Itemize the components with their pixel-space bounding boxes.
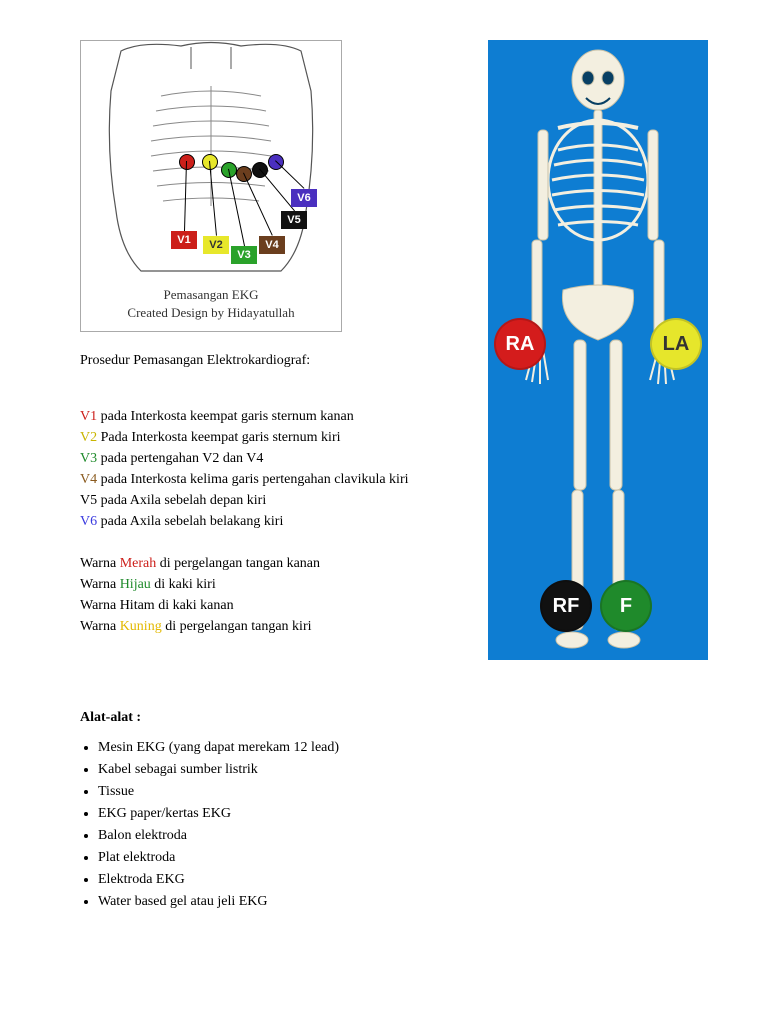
tools-section: Alat-alat : Mesin EKG (yang dapat mereka… xyxy=(80,710,708,910)
chest-label-v6: V6 xyxy=(291,189,317,207)
tool-item: Plat elektroda xyxy=(98,850,708,866)
chest-ekg-diagram: V1 V2V3V4 V5 V6 Pemasangan EKG Created Desi… xyxy=(80,40,342,332)
chest-label-v5: V5 xyxy=(281,211,307,229)
limb-electrode-f: F xyxy=(600,580,652,632)
chest-label-v4: V4 xyxy=(259,236,285,254)
limb-color-description: Warna Kuning di pergelangan tangan kiri xyxy=(80,616,448,637)
chest-label-v2: V2 xyxy=(203,236,229,254)
lead-description: V5 pada Axila sebelah depan kiri xyxy=(80,490,448,511)
tool-item: Tissue xyxy=(98,784,708,800)
tool-item: Mesin EKG (yang dapat merekam 12 lead) xyxy=(98,740,708,756)
tool-item: Kabel sebagai sumber listrik xyxy=(98,762,708,778)
tools-list: Mesin EKG (yang dapat merekam 12 lead) Ka… xyxy=(80,740,708,910)
limb-electrode-la: LA xyxy=(650,318,702,370)
chest-label-v3: V3 xyxy=(231,246,257,264)
tool-item: Elektroda EKG xyxy=(98,872,708,888)
limb-color-description: Warna Hitam di kaki kanan xyxy=(80,595,448,616)
limb-electrode-rf: RF xyxy=(540,580,592,632)
tool-item: EKG paper/kertas EKG xyxy=(98,806,708,822)
chest-dot-v1 xyxy=(179,154,195,170)
lead-description: V6 pada Axila sebelah belakang kiri xyxy=(80,511,448,532)
lead-description: V4 pada Interkosta kelima garis pertenga… xyxy=(80,469,448,490)
tools-heading: Alat-alat : xyxy=(80,710,708,726)
lead-description: V2 Pada Interkosta keempat garis sternum… xyxy=(80,427,448,448)
chest-label-v1: V1 xyxy=(171,231,197,249)
procedure-title: Prosedur Pemasangan Elektrokardiograf: xyxy=(80,350,448,371)
diagram-caption-line1: Pemasangan EKG xyxy=(81,287,341,303)
lead-description: V3 pada pertengahan V2 dan V4 xyxy=(80,448,448,469)
procedure-text: Prosedur Pemasangan Elektrokardiograf: V… xyxy=(80,350,448,637)
limb-electrode-ra: RA xyxy=(494,318,546,370)
tool-item: Balon elektroda xyxy=(98,828,708,844)
tool-item: Water based gel atau jeli EKG xyxy=(98,894,708,910)
lead-description: V1 pada Interkosta keempat garis sternum… xyxy=(80,406,448,427)
limb-color-description: Warna Merah di pergelangan tangan kanan xyxy=(80,553,448,574)
limb-color-description: Warna Hijau di kaki kiri xyxy=(80,574,448,595)
diagram-caption-line2: Created Design by Hidayatullah xyxy=(81,305,341,321)
skeleton-limb-diagram: RA LA RFF xyxy=(488,40,708,660)
